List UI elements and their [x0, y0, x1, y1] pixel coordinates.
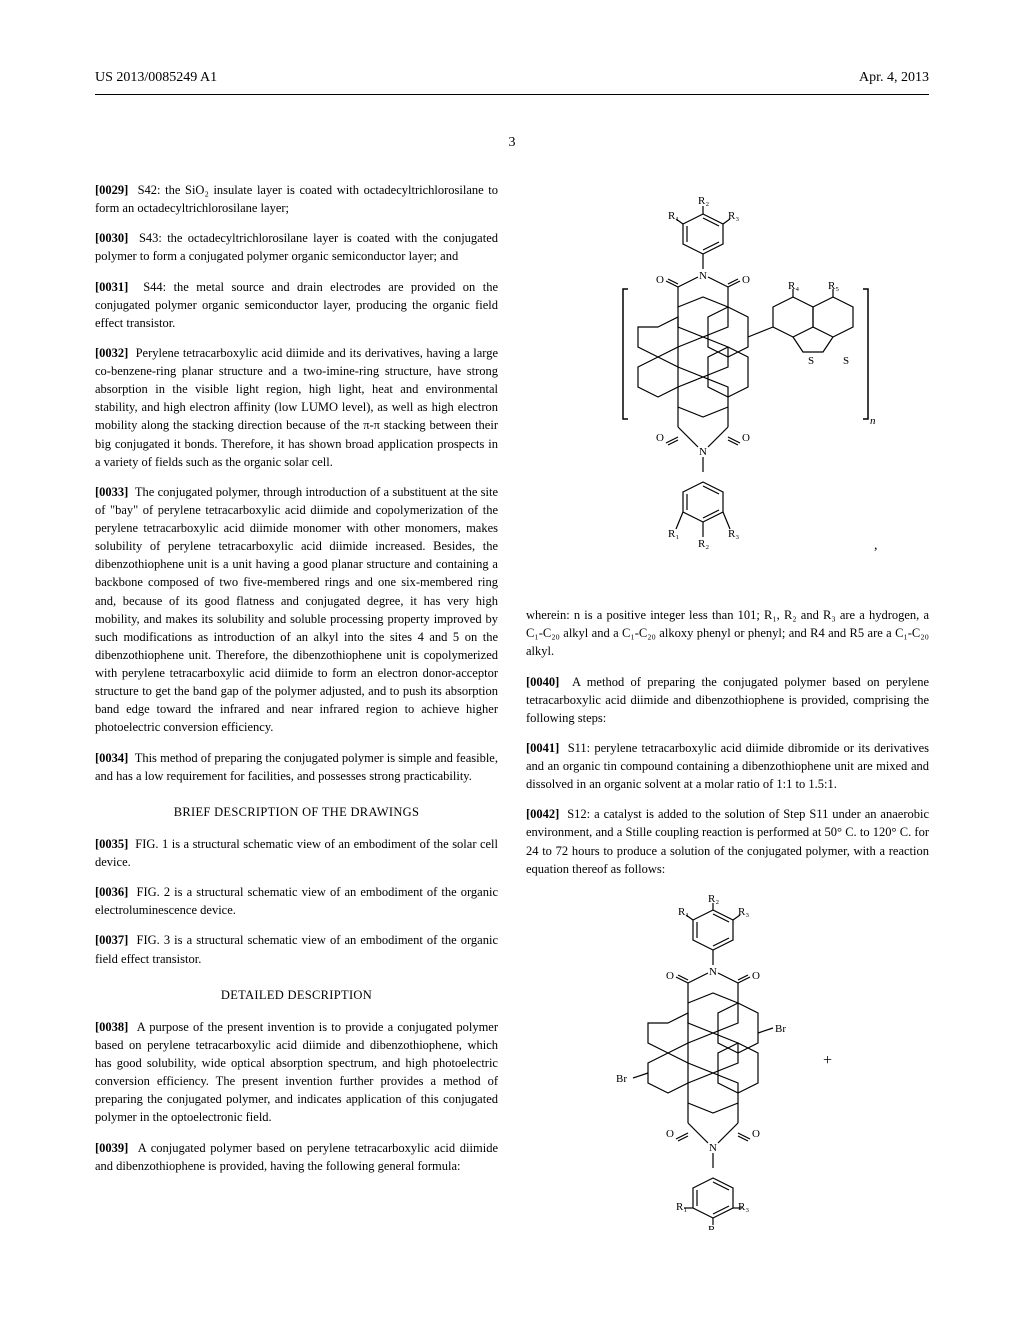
paragraph: [0034] This method of preparing the conj…	[95, 749, 498, 785]
svg-text:O: O	[666, 1128, 674, 1140]
para-text: S43: the octadecyltrichlorosilane layer …	[95, 231, 498, 263]
publication-number: US 2013/0085249 A1	[95, 70, 217, 86]
right-column: R₁ R₂ R₃ N O O	[526, 181, 929, 1247]
svg-text:+: +	[823, 1052, 832, 1069]
paragraph: [0038] A purpose of the present inventio…	[95, 1018, 498, 1127]
para-num: [0035]	[95, 837, 128, 851]
left-column: [0029] S42: the SiO₂ insulate layer is c…	[95, 181, 498, 1247]
svg-text:O: O	[752, 1128, 760, 1140]
para-num: [0038]	[95, 1020, 128, 1034]
paragraph: [0036] FIG. 2 is a structural schematic …	[95, 883, 498, 919]
paragraph: [0042] S12: a catalyst is added to the s…	[526, 805, 929, 878]
svg-text:N: N	[699, 446, 707, 458]
para-num: [0042]	[526, 807, 559, 821]
svg-text:R₁: R₁	[668, 528, 679, 540]
page-number: 3	[0, 135, 1024, 151]
paragraph: [0033] The conjugated polymer, through i…	[95, 483, 498, 737]
para-num: [0033]	[95, 485, 128, 499]
svg-text:R₂: R₂	[698, 195, 709, 207]
paragraph: [0032] Perylene tetracarboxylic acid dii…	[95, 344, 498, 471]
paragraph: [0035] FIG. 1 is a structural schematic …	[95, 835, 498, 871]
svg-text:Br: Br	[775, 1023, 786, 1035]
publication-date: Apr. 4, 2013	[859, 70, 929, 86]
para-num: [0037]	[95, 933, 128, 947]
svg-text:R₃: R₃	[738, 1201, 749, 1213]
svg-text:R₄: R₄	[788, 280, 799, 292]
svg-text:O: O	[742, 432, 750, 444]
paragraph: [0040] A method of preparing the conjuga…	[526, 673, 929, 727]
para-text: S44: the metal source and drain electrod…	[95, 280, 498, 330]
para-text: S12: a catalyst is added to the solution…	[526, 807, 929, 875]
section-heading: BRIEF DESCRIPTION OF THE DRAWINGS	[95, 803, 498, 821]
paragraph: [0037] FIG. 3 is a structural schematic …	[95, 931, 498, 967]
svg-text:S: S	[808, 355, 814, 367]
svg-text:N: N	[709, 1142, 717, 1154]
svg-text:O: O	[742, 274, 750, 286]
svg-text:O: O	[666, 970, 674, 982]
svg-text:,: ,	[874, 538, 878, 553]
paragraph: [0031] S44: the metal source and drain e…	[95, 278, 498, 332]
svg-text:R₃: R₃	[728, 210, 739, 222]
para-text: S11: perylene tetracarboxylic acid diimi…	[526, 741, 929, 791]
para-num: [0041]	[526, 741, 559, 755]
section-heading: DETAILED DESCRIPTION	[95, 986, 498, 1004]
para-text: FIG. 3 is a structural schematic view of…	[95, 933, 498, 965]
chemical-structure-1: R₁ R₂ R₃ N O O	[526, 189, 929, 594]
para-num: [0036]	[95, 885, 128, 899]
para-text: A purpose of the present invention is to…	[95, 1020, 498, 1125]
svg-text:S: S	[843, 355, 849, 367]
para-text: This method of preparing the conjugated …	[95, 751, 498, 783]
svg-text:Br: Br	[616, 1073, 627, 1085]
para-num: [0029]	[95, 183, 128, 197]
paragraph: [0039] A conjugated polymer based on per…	[95, 1139, 498, 1175]
svg-text:O: O	[656, 274, 664, 286]
paragraph-wherein: wherein: n is a positive integer less th…	[526, 606, 929, 660]
para-num: [0034]	[95, 751, 128, 765]
paragraph: [0041] S11: perylene tetracarboxylic aci…	[526, 739, 929, 793]
para-text: A method of preparing the conjugated pol…	[526, 675, 929, 725]
paragraph: [0030] S43: the octadecyltrichlorosilane…	[95, 229, 498, 265]
para-num: [0039]	[95, 1141, 128, 1155]
para-text: The conjugated polymer, through introduc…	[95, 485, 498, 735]
para-text: S42: the SiO₂ insulate layer is coated w…	[95, 183, 498, 215]
svg-text:R₃: R₃	[728, 528, 739, 540]
para-num: [0030]	[95, 231, 128, 245]
para-num: [0040]	[526, 675, 559, 689]
para-text: FIG. 2 is a structural schematic view of…	[95, 885, 498, 917]
para-num: [0032]	[95, 346, 128, 360]
svg-text:n: n	[870, 415, 876, 427]
svg-text:R₂: R₂	[708, 1224, 719, 1230]
svg-text:O: O	[752, 970, 760, 982]
para-text: FIG. 1 is a structural schematic view of…	[95, 837, 498, 869]
svg-text:N: N	[709, 966, 717, 978]
para-num: [0031]	[95, 280, 128, 294]
para-text: Perylene tetracarboxylic acid diimide an…	[95, 346, 498, 469]
svg-text:R₂: R₂	[698, 538, 709, 550]
header-rule	[95, 94, 929, 95]
svg-text:R₂: R₂	[708, 893, 719, 905]
svg-text:O: O	[656, 432, 664, 444]
svg-text:N: N	[699, 270, 707, 282]
paragraph: [0029] S42: the SiO₂ insulate layer is c…	[95, 181, 498, 217]
svg-text:R₅: R₅	[828, 280, 839, 292]
svg-text:R₃: R₃	[738, 906, 749, 918]
svg-text:R₁: R₁	[676, 1201, 687, 1213]
chemical-structure-2: R₁ R₂ R₃ N O O	[526, 890, 929, 1235]
para-text: A conjugated polymer based on perylene t…	[95, 1141, 498, 1173]
